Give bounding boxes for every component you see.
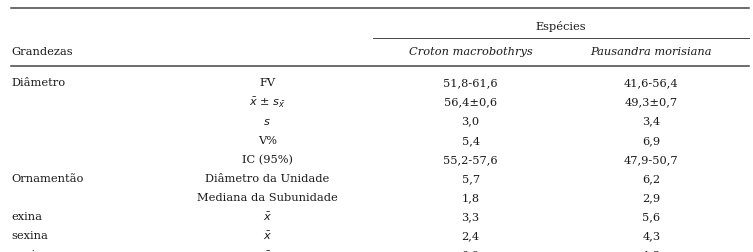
Text: 2,9: 2,9 [642,192,660,202]
Text: 56,4±0,6: 56,4±0,6 [444,97,497,107]
Text: nexina: nexina [11,249,50,252]
Text: Espécies: Espécies [535,21,587,32]
Text: 1,3: 1,3 [642,249,660,252]
Text: IC (95%): IC (95%) [242,154,293,164]
Text: 6,2: 6,2 [642,173,660,183]
Text: 5,4: 5,4 [462,135,480,145]
Text: $\bar{x}$: $\bar{x}$ [263,210,272,223]
Text: $s$: $s$ [264,116,271,126]
Text: 41,6-56,4: 41,6-56,4 [624,78,678,88]
Text: Croton macrobothrys: Croton macrobothrys [409,47,532,57]
Text: 6,9: 6,9 [642,135,660,145]
Text: 55,2-57,6: 55,2-57,6 [444,154,498,164]
Text: 4,3: 4,3 [642,230,660,240]
Text: 49,3±0,7: 49,3±0,7 [625,97,678,107]
Text: Diâmetro: Diâmetro [11,78,66,88]
Text: Mediana da Subunidade: Mediana da Subunidade [197,192,337,202]
Text: exina: exina [11,211,42,221]
Text: Grandezas: Grandezas [11,47,73,57]
Text: 3,4: 3,4 [642,116,660,126]
Text: 2,4: 2,4 [462,230,480,240]
Text: 5,6: 5,6 [642,211,660,221]
Text: $\bar{x}$ $\pm$ $s_{\bar{x}}$: $\bar{x}$ $\pm$ $s_{\bar{x}}$ [249,95,285,109]
Text: $\bar{x}$: $\bar{x}$ [263,248,272,252]
Text: 3,0: 3,0 [462,116,480,126]
Text: Pausandra morisiana: Pausandra morisiana [590,47,712,57]
Text: sexina: sexina [11,230,48,240]
Text: Diâmetro da Unidade: Diâmetro da Unidade [205,173,330,183]
Text: 47,9-50,7: 47,9-50,7 [624,154,678,164]
Text: 1,8: 1,8 [462,192,480,202]
Text: FV: FV [259,78,276,88]
Text: 3,3: 3,3 [462,211,480,221]
Text: 5,7: 5,7 [462,173,480,183]
Text: 51,8-61,6: 51,8-61,6 [444,78,498,88]
Text: Ornamentão: Ornamentão [11,173,84,183]
Text: 0,9: 0,9 [462,249,480,252]
Text: V%: V% [258,135,277,145]
Text: $\bar{x}$: $\bar{x}$ [263,229,272,241]
